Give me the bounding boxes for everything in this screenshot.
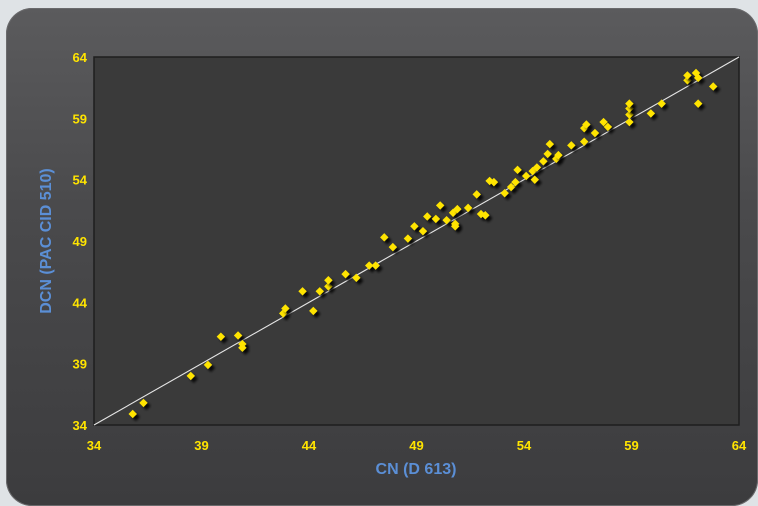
- x-tick-label: 39: [194, 438, 208, 453]
- y-tick-label: 44: [73, 295, 88, 310]
- x-tick-label: 59: [624, 438, 638, 453]
- y-axis-title: DCN (PAC CID 510): [38, 168, 55, 314]
- y-tick-label: 64: [73, 50, 88, 65]
- y-tick-label: 34: [73, 418, 88, 433]
- x-tick-label: 49: [409, 438, 423, 453]
- x-tick-label: 64: [732, 438, 747, 453]
- x-axis-title: CN (D 613): [376, 461, 457, 478]
- x-tick-label: 44: [302, 438, 317, 453]
- x-tick-label: 34: [87, 438, 102, 453]
- y-tick-label: 39: [73, 357, 87, 372]
- y-tick-label: 49: [73, 234, 87, 249]
- y-tick-label: 54: [73, 173, 88, 188]
- y-tick-label: 59: [73, 111, 87, 126]
- x-tick-label: 54: [517, 438, 532, 453]
